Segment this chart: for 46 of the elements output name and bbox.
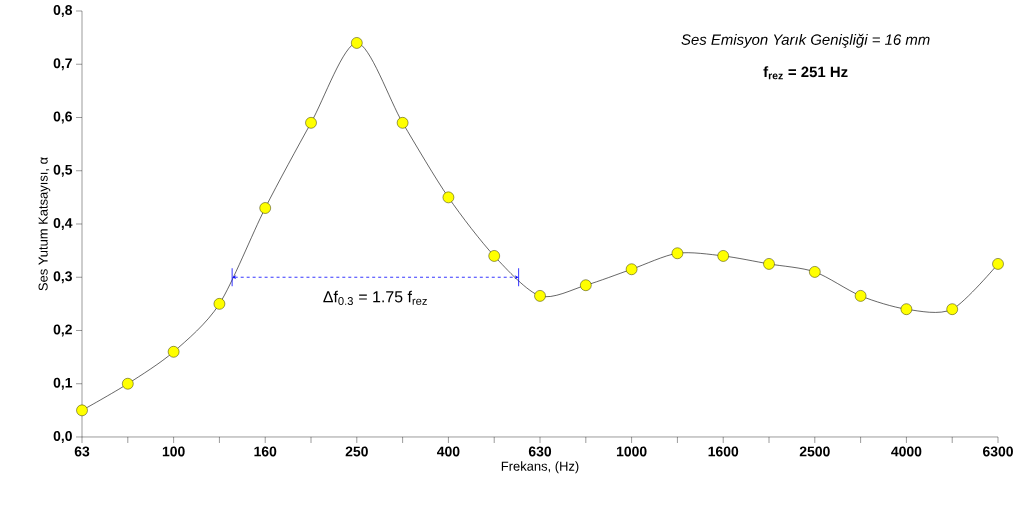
x-tick-label: 4000 [891, 446, 922, 457]
point [763, 258, 775, 270]
x-tick-label: 250 [345, 446, 368, 457]
y-tick-label: 0,8 [53, 5, 73, 17]
point [671, 247, 684, 259]
point [305, 117, 317, 129]
x-axis-title: Frekans, (Hz) [501, 461, 579, 474]
x-tick-label: 100 [162, 446, 185, 457]
point [534, 290, 546, 302]
point [992, 258, 1004, 270]
annotation: f$_{rez}$ = 251 Hz [763, 66, 848, 80]
x-tick-label: 1000 [616, 446, 647, 457]
x-tick-label: 1600 [708, 446, 739, 457]
point [213, 298, 226, 310]
y-tick-label: 0,1 [53, 377, 73, 390]
point [122, 378, 134, 390]
y-tick-label: 0,7 [53, 58, 72, 71]
x-tick-label: 63 [74, 446, 90, 457]
y-tick-label: 0,6 [53, 111, 72, 124]
ref-line-label: Δf$_{0.3}$ = 1.75 f$_{rez}$ [323, 290, 427, 305]
y-tick-label: 0,5 [53, 164, 73, 177]
point [580, 279, 592, 291]
x-tick-label: 160 [254, 446, 277, 457]
point [351, 37, 363, 49]
point [625, 263, 638, 275]
point [259, 202, 271, 214]
point [488, 250, 500, 262]
point [946, 303, 958, 315]
y-axis-title: Ses Yutum Katsayısı, α [38, 157, 51, 291]
y-tick-label: 0,3 [53, 271, 72, 284]
point [854, 290, 867, 302]
point [167, 346, 180, 358]
point [900, 303, 913, 315]
annotation: Ses Emisyon Yarık Genişliği = 16 mm [681, 33, 930, 48]
y-tick-label: 0,4 [53, 218, 73, 230]
y-tick-label: 0,2 [53, 324, 72, 337]
x-tick-label: 2500 [799, 446, 830, 457]
x-tick-label: 630 [528, 446, 552, 457]
point [717, 250, 729, 262]
x-tick-label: 400 [436, 446, 460, 457]
point [442, 191, 455, 204]
point [76, 404, 88, 417]
y-tick-label: 0,0 [53, 431, 72, 443]
x-tick-label: 6300 [983, 446, 1013, 457]
point [809, 266, 821, 278]
point [396, 117, 409, 129]
